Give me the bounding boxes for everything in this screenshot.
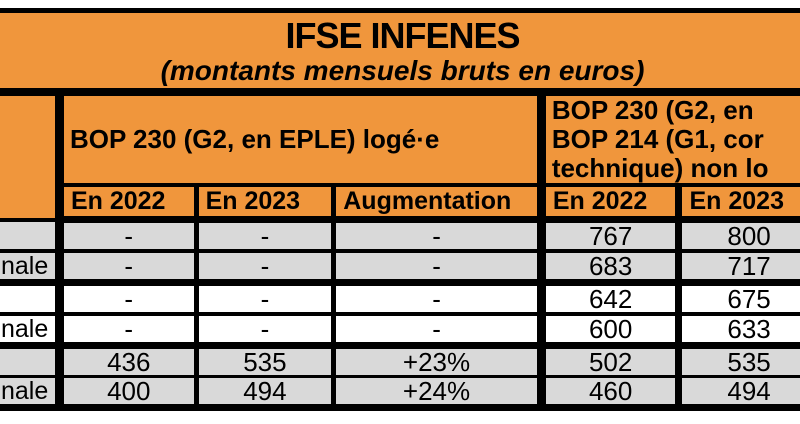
- value-cell: -: [59, 251, 199, 286]
- subheader-en-2022-right: En 2022: [541, 185, 683, 223]
- value-cell: +24%: [333, 376, 546, 411]
- row-label-cell: [0, 282, 64, 316]
- value-cell: 633: [678, 314, 800, 349]
- value-cell: 494: [678, 376, 800, 411]
- subheader-en-2023-right: En 2023: [678, 185, 800, 223]
- subheader-row: En 2022 En 2023 Augmentation En 2022 En …: [0, 185, 800, 223]
- subheader-en-2022-left: En 2022: [59, 185, 199, 223]
- value-cell: 717: [678, 251, 800, 286]
- table-row: nale - - - 683 717: [0, 251, 800, 286]
- value-cell: 535: [196, 345, 337, 378]
- value-cell: 683: [541, 251, 683, 286]
- value-cell: -: [59, 314, 199, 349]
- value-cell: -: [196, 219, 337, 253]
- page-subtitle: (montants mensuels bruts en euros): [160, 54, 645, 86]
- value-cell: 600: [541, 314, 683, 349]
- value-cell: 436: [59, 345, 199, 378]
- value-cell: 400: [59, 376, 199, 411]
- value-cell: -: [333, 219, 546, 253]
- value-cell: -: [196, 314, 337, 349]
- stub-header-cell: [0, 92, 64, 222]
- value-cell: -: [196, 251, 337, 286]
- value-cell: 535: [678, 345, 800, 378]
- subheader-augmentation: Augmentation: [333, 185, 546, 223]
- table-row: nale - - - 600 633: [0, 314, 800, 349]
- group-header-left: BOP 230 (G2, en EPLE) logé·e: [59, 92, 546, 187]
- value-cell: 494: [196, 376, 337, 411]
- value-cell: -: [59, 219, 199, 253]
- title-cell: IFSE INFENES (montants mensuels bruts en…: [0, 10, 800, 96]
- value-cell: -: [333, 282, 546, 316]
- value-cell: 675: [678, 282, 800, 316]
- group-right-line-3: technique) non lo: [551, 153, 769, 183]
- value-cell: -: [59, 282, 199, 316]
- value-cell: 767: [541, 219, 683, 253]
- value-cell: 502: [541, 345, 683, 378]
- page-title: IFSE INFENES: [285, 14, 520, 56]
- value-cell: -: [196, 282, 337, 316]
- value-cell: 460: [541, 376, 683, 411]
- ifse-table: IFSE INFENES (montants mensuels bruts en…: [0, 8, 800, 411]
- group-header-row: BOP 230 (G2, en EPLE) logé·e BOP 230 (G2…: [0, 92, 800, 222]
- table-row: - - - 642 675: [0, 282, 800, 316]
- row-label-cell: nale: [0, 314, 64, 349]
- row-label-cell: nale: [0, 376, 64, 411]
- value-cell: 800: [678, 219, 800, 253]
- table-row: 436 535 +23% 502 535: [0, 345, 800, 378]
- row-label-cell: nale: [0, 251, 64, 286]
- row-label-cell: [0, 345, 64, 378]
- table-row: - - - 767 800: [0, 219, 800, 253]
- table-row: nale 400 494 +24% 460 494: [0, 376, 800, 411]
- value-cell: 642: [541, 282, 683, 316]
- row-label-cell: [0, 219, 64, 253]
- value-cell: +23%: [333, 345, 546, 378]
- value-cell: -: [333, 314, 546, 349]
- value-cell: -: [333, 251, 546, 286]
- subheader-en-2023-left: En 2023: [196, 185, 337, 223]
- group-right-line-1: BOP 230 (G2, en: [551, 95, 754, 125]
- group-right-line-2: BOP 214 (G1, cor: [551, 124, 764, 154]
- group-header-right: BOP 230 (G2, en BOP 214 (G1, cor techniq…: [541, 92, 800, 187]
- title-row: IFSE INFENES (montants mensuels bruts en…: [0, 10, 800, 96]
